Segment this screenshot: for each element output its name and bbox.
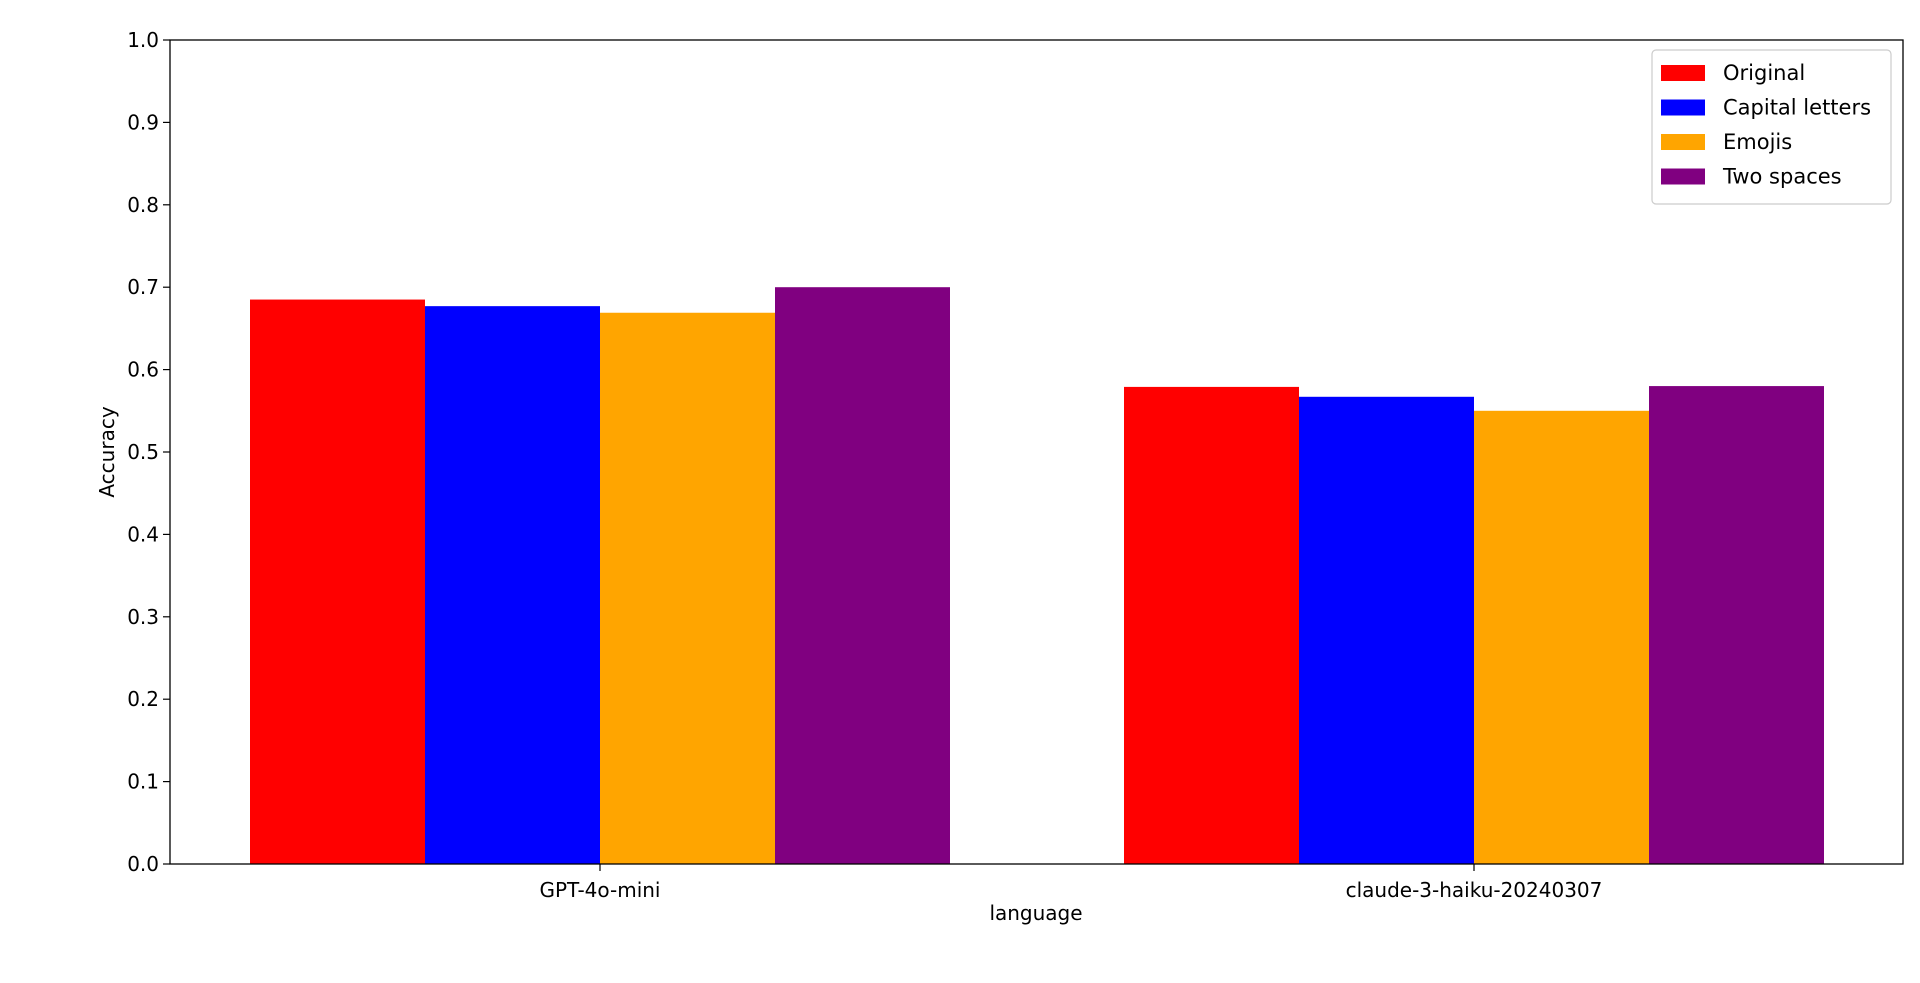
legend-swatch-emojis	[1661, 134, 1705, 150]
y-tick-label: 1.0	[127, 28, 159, 52]
legend-label: Capital letters	[1723, 96, 1871, 120]
y-tick-label: 0.6	[127, 358, 159, 382]
legend-swatch-two-spaces	[1661, 168, 1705, 185]
legend-label: Emojis	[1723, 130, 1792, 154]
bar-two-spaces-0	[775, 287, 950, 864]
bar-capital-letters-0	[425, 306, 600, 865]
bars-layer	[250, 287, 1824, 865]
legend-frame	[1651, 49, 1892, 205]
legend-swatch-original	[1661, 65, 1705, 81]
x-axis-title: language	[989, 901, 1082, 925]
y-tick-label: 0.2	[127, 687, 159, 711]
bar-capital-letters-1	[1299, 396, 1474, 864]
x-axis: GPT-4o-mini claude-3-haiku-20240307	[540, 864, 1603, 902]
y-tick-label: 0.7	[127, 275, 159, 299]
bar-original-1	[1124, 386, 1299, 864]
bar-original-0	[250, 299, 425, 864]
y-axis-title: Accuracy	[95, 406, 119, 497]
legend-swatch-capital-letters	[1661, 99, 1705, 116]
y-tick-label: 0.4	[127, 522, 159, 546]
y-tick-label: 0.5	[127, 440, 159, 464]
x-tick-label: claude-3-haiku-20240307	[1346, 878, 1603, 902]
y-tick-label: 0.9	[127, 110, 159, 134]
bar-two-spaces-1	[1649, 386, 1824, 864]
y-tick-label: 0.0	[127, 852, 159, 876]
bar-emojis-1	[1474, 410, 1649, 864]
legend: Original Capital letters Emojis Two spaces	[1651, 49, 1892, 205]
legend-label: Original	[1723, 61, 1805, 85]
y-axis: 0.0 0.1 0.2 0.3 0.4 0.5 0.6 0.7 0.8 0.9 1.0	[127, 28, 170, 876]
y-tick-label: 0.8	[127, 193, 159, 217]
x-tick-label: GPT-4o-mini	[540, 878, 661, 902]
y-tick-label: 0.3	[127, 605, 159, 629]
bar-emojis-0	[600, 312, 775, 864]
y-tick-label: 0.1	[127, 770, 159, 794]
legend-label: Two spaces	[1722, 165, 1842, 189]
